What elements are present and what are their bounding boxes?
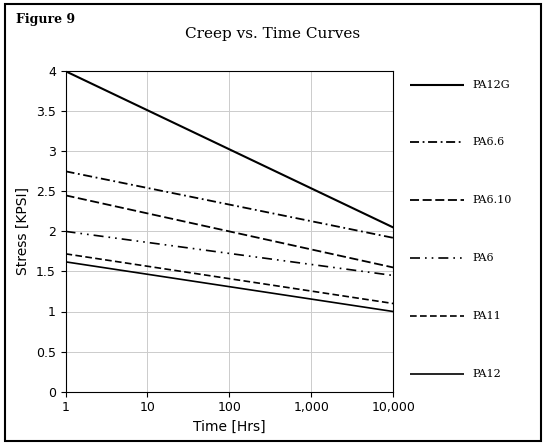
- Text: PA6.10: PA6.10: [472, 195, 512, 205]
- Text: Figure 9: Figure 9: [16, 13, 75, 26]
- X-axis label: Time [Hrs]: Time [Hrs]: [193, 420, 266, 434]
- Y-axis label: Stress [KPSI]: Stress [KPSI]: [16, 187, 30, 275]
- Text: Creep vs. Time Curves: Creep vs. Time Curves: [186, 27, 360, 40]
- Text: PA11: PA11: [472, 311, 501, 321]
- Text: PA12G: PA12G: [472, 80, 510, 89]
- Text: PA6.6: PA6.6: [472, 138, 505, 147]
- Text: PA6: PA6: [472, 253, 494, 263]
- Text: PA12: PA12: [472, 369, 501, 379]
